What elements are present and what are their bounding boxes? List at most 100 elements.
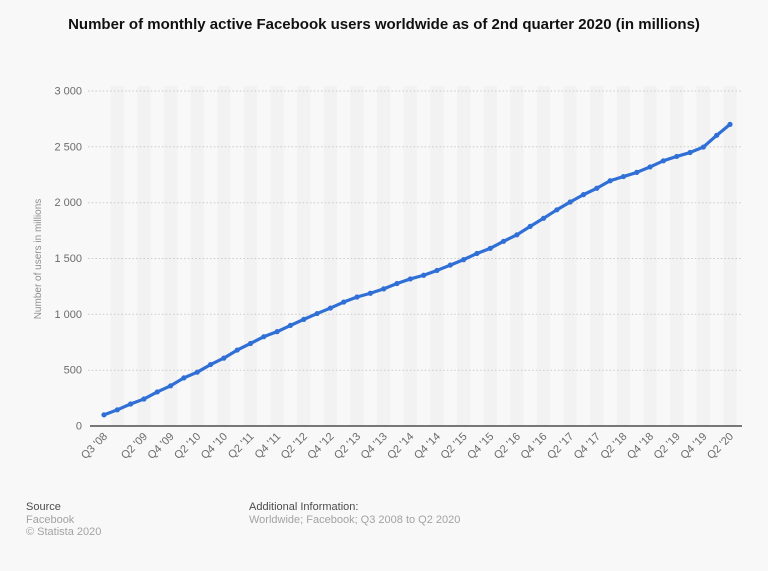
plot-band	[111, 86, 124, 426]
data-point	[274, 329, 280, 335]
data-point	[634, 169, 640, 176]
x-tick-label: Q4 '14	[412, 431, 443, 462]
data-point	[474, 250, 480, 257]
plot-band	[643, 86, 656, 426]
data-point	[101, 412, 107, 418]
plot-band	[670, 86, 683, 426]
y-tick-label: 3 000	[54, 86, 82, 98]
plot-band	[537, 86, 550, 426]
x-tick-label: Q2 '19	[652, 431, 683, 462]
additional-info-value: Worldwide; Facebook; Q3 2008 to Q2 2020	[249, 513, 461, 526]
y-tick-label: 2 000	[54, 197, 82, 209]
statista-line-chart: 0 500 1 000 1 500 2 000 2 500 3 000 Q3 '08 Q2 '0…	[33, 86, 742, 462]
y-tick-label: 2 500	[54, 141, 82, 153]
x-tick-label: Q2 '09	[119, 431, 150, 462]
additional-info-label: Additional Information:	[249, 501, 359, 513]
data-point	[247, 340, 254, 347]
data-point	[407, 276, 413, 282]
plot-band	[217, 86, 230, 426]
data-point	[314, 310, 320, 317]
x-tick-label: Q4 '13	[359, 431, 390, 462]
chart-title: Number of monthly active Facebook users …	[68, 16, 700, 33]
data-point	[700, 144, 706, 150]
x-tick-label: Q2 '17	[545, 431, 576, 462]
data-point	[527, 223, 533, 229]
x-tick-label: Q4 '15	[465, 431, 496, 462]
plot-band	[697, 86, 710, 426]
x-tick-label: Q2 '12	[279, 431, 310, 462]
data-point	[580, 192, 587, 198]
x-tick-label: Q2 '18	[598, 431, 629, 462]
data-point	[128, 401, 134, 407]
x-tick-label: Q4 '12	[305, 431, 336, 462]
data-point	[447, 262, 453, 268]
plot-band	[377, 86, 390, 426]
source-block: Source Facebook © Statista 2020	[26, 501, 101, 539]
data-point	[301, 316, 307, 322]
data-point	[207, 361, 214, 368]
y-tick-label: 0	[76, 421, 82, 433]
data-point	[141, 396, 147, 402]
x-tick-label: Q4 '17	[572, 431, 603, 462]
y-tick-label: 1 000	[54, 309, 82, 321]
data-point	[234, 347, 240, 353]
copyright-text[interactable]: © Statista 2020	[26, 526, 102, 538]
plot-band	[244, 86, 257, 426]
data-point	[647, 164, 653, 170]
plot-band	[484, 86, 497, 426]
data-point	[674, 153, 680, 160]
source-label: Source	[26, 501, 61, 513]
x-tick-label: Q4 '09	[146, 431, 177, 462]
x-tick-label: Q2 '13	[332, 431, 363, 462]
data-point	[154, 389, 160, 395]
plot-band	[270, 86, 283, 426]
plot-band	[350, 86, 363, 426]
plot-band	[137, 86, 150, 426]
data-point	[354, 294, 360, 300]
data-point	[394, 280, 400, 287]
x-tick-label: Q4 '16	[518, 431, 549, 462]
x-tick-label: Q2 '11	[226, 431, 257, 462]
x-tick-label: Q2 '20	[705, 431, 736, 462]
data-point	[367, 290, 373, 296]
source-value[interactable]: Facebook	[26, 513, 75, 526]
plot-band	[164, 86, 177, 426]
title-container: Number of monthly active Facebook users …	[0, 0, 768, 37]
data-point	[194, 369, 200, 375]
data-point	[461, 257, 467, 263]
data-point	[341, 299, 347, 305]
data-point	[487, 245, 493, 251]
plot-band	[297, 86, 310, 426]
plot-band	[723, 86, 736, 426]
data-point	[727, 121, 733, 127]
data-point	[114, 407, 120, 413]
x-tick-label: Q4 '19	[678, 431, 709, 462]
data-point	[514, 232, 520, 238]
additional-info-block: Additional Information: Worldwide; Faceb…	[249, 501, 460, 526]
data-point	[567, 199, 573, 205]
data-point	[434, 267, 440, 274]
data-point	[287, 322, 294, 328]
plot-band	[564, 86, 577, 426]
data-point	[660, 158, 667, 164]
x-tick-label: Q2 '10	[172, 431, 203, 462]
x-tick-label: Q4 '11	[253, 431, 284, 462]
data-point	[221, 355, 227, 361]
x-tick-label: Q2 '16	[492, 431, 523, 462]
x-tick-label: Q2 '15	[439, 431, 470, 462]
y-axis-title: Number of users in millions	[33, 199, 44, 320]
x-tick-label: Q2 '14	[385, 431, 416, 462]
plot-band	[430, 86, 443, 426]
data-point	[540, 215, 547, 221]
data-point	[168, 383, 174, 389]
plot-band	[324, 86, 337, 426]
plot-band	[617, 86, 630, 426]
y-tick-label: 500	[64, 365, 82, 377]
data-point	[381, 286, 387, 292]
data-point	[261, 334, 267, 340]
data-point	[327, 305, 334, 311]
data-point	[620, 173, 627, 180]
plot-band	[510, 86, 523, 426]
x-tick-label: Q4 '10	[199, 431, 230, 462]
data-point	[607, 178, 613, 184]
